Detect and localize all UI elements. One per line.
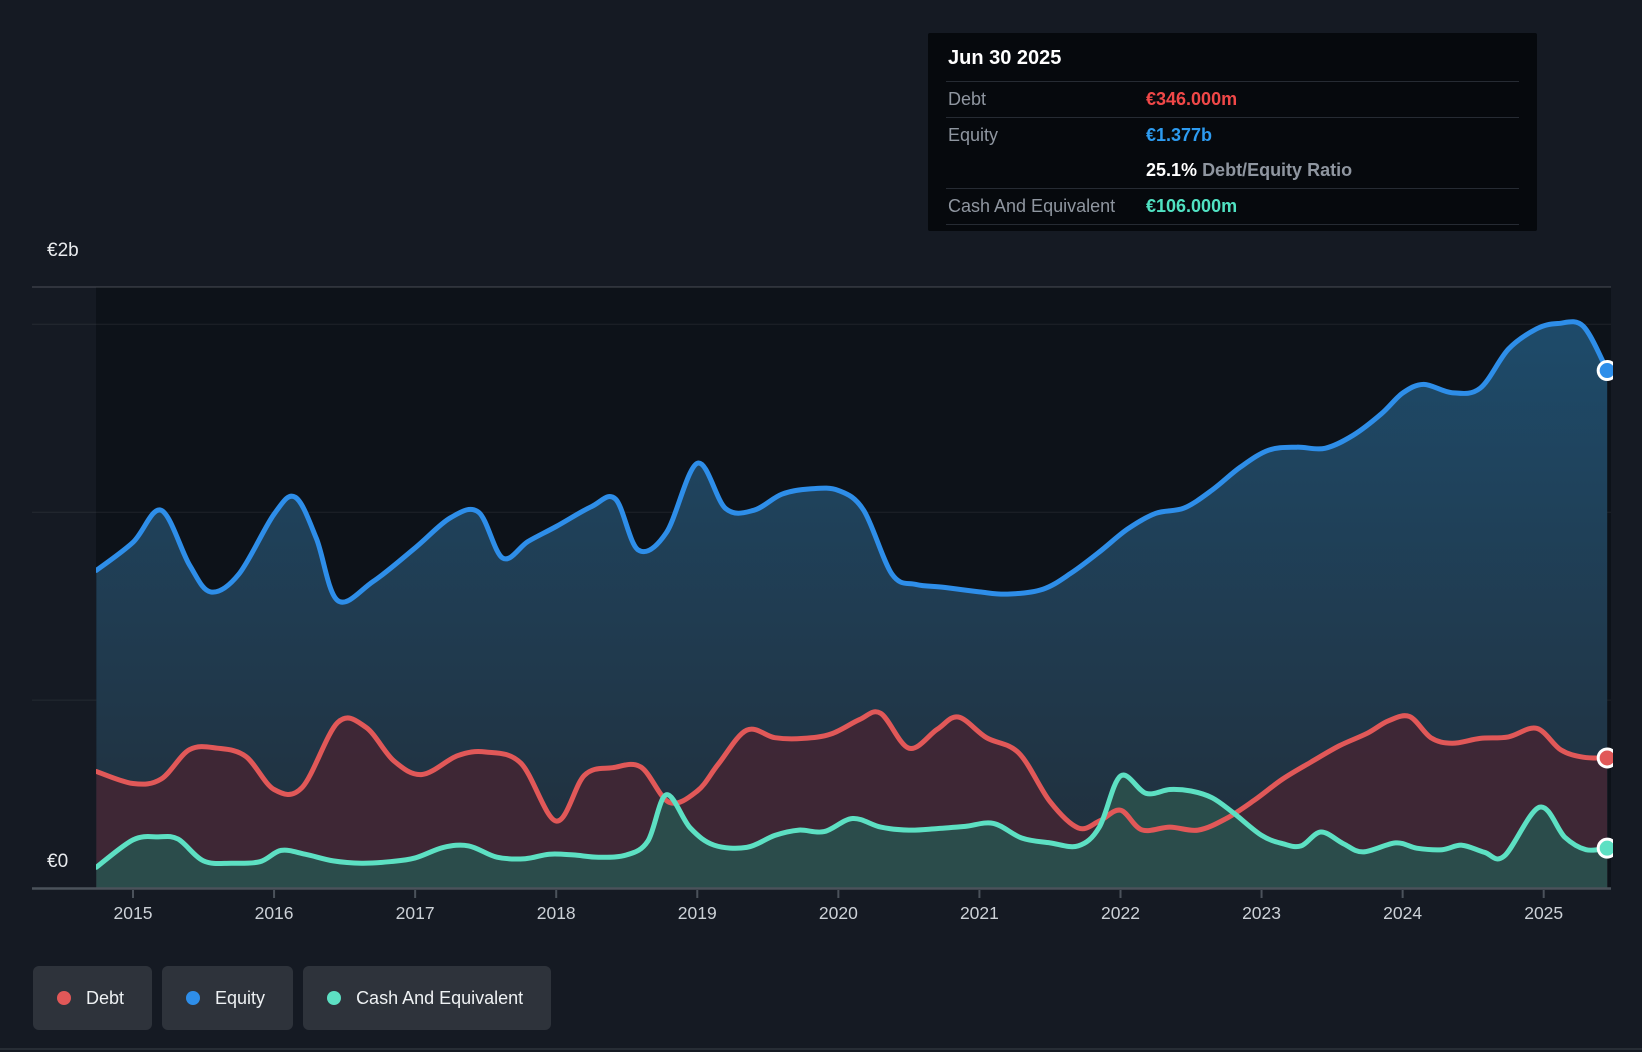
endpoint-marker-debt	[1598, 749, 1616, 767]
x-axis-year-label: 2022	[1075, 903, 1165, 924]
tooltip-cash-label: Cash And Equivalent	[946, 196, 1115, 216]
x-axis-year-label: 2023	[1217, 903, 1307, 924]
tooltip-equity-value: €1.377b	[1146, 118, 1212, 153]
tooltip-row-debt: Debt €346.000m	[946, 82, 1519, 118]
tooltip-equity-label: Equity	[946, 125, 998, 145]
tooltip-debt-value: €346.000m	[1146, 82, 1237, 117]
debt-color-dot-icon	[57, 991, 71, 1005]
tooltip-ratio-value: 25.1%	[1146, 160, 1197, 180]
tooltip-ratio: 25.1% Debt/Equity Ratio	[1146, 153, 1352, 188]
x-axis-year-label: 2015	[88, 903, 178, 924]
x-axis-year-label: 2021	[934, 903, 1024, 924]
y-axis-label-zero: €0	[47, 851, 68, 873]
x-axis-year-label: 2016	[229, 903, 319, 924]
legend-item-cash[interactable]: Cash And Equivalent	[303, 966, 551, 1030]
legend-debt-label: Debt	[86, 988, 124, 1009]
x-axis-year-label: 2024	[1358, 903, 1448, 924]
legend-cash-label: Cash And Equivalent	[356, 988, 523, 1009]
tooltip-row-cash: Cash And Equivalent €106.000m	[946, 189, 1519, 225]
tooltip-date: Jun 30 2025	[946, 33, 1519, 82]
endpoint-marker-cash	[1598, 839, 1616, 857]
y-axis-label-max: €2b	[47, 240, 79, 262]
cash-color-dot-icon	[327, 991, 341, 1005]
equity-color-dot-icon	[186, 991, 200, 1005]
legend-equity-label: Equity	[215, 988, 265, 1009]
x-axis-year-label: 2020	[793, 903, 883, 924]
tooltip-debt-label: Debt	[946, 89, 986, 109]
tooltip-row-ratio: 25.1% Debt/Equity Ratio	[946, 153, 1519, 189]
debt-equity-history-chart[interactable]: €2b €0 2015 2016 2017 2018 2019 2020 2021 2022 2…	[0, 0, 1642, 1052]
chart-legend: Debt Equity Cash And Equivalent	[33, 966, 551, 1030]
x-axis-year-label: 2019	[652, 903, 742, 924]
tooltip-cash-value: €106.000m	[1146, 189, 1237, 224]
chart-tooltip: Jun 30 2025 Debt €346.000m Equity €1.377…	[928, 33, 1537, 231]
legend-item-equity[interactable]: Equity	[162, 966, 293, 1030]
tooltip-ratio-label: Debt/Equity Ratio	[1202, 160, 1352, 180]
tooltip-row-equity: Equity €1.377b	[946, 118, 1519, 153]
x-axis-year-label: 2018	[511, 903, 601, 924]
bottom-divider	[0, 1048, 1642, 1050]
legend-item-debt[interactable]: Debt	[33, 966, 152, 1030]
endpoint-marker-equity	[1598, 362, 1616, 380]
x-axis-year-label: 2025	[1499, 903, 1589, 924]
x-axis-year-label: 2017	[370, 903, 460, 924]
